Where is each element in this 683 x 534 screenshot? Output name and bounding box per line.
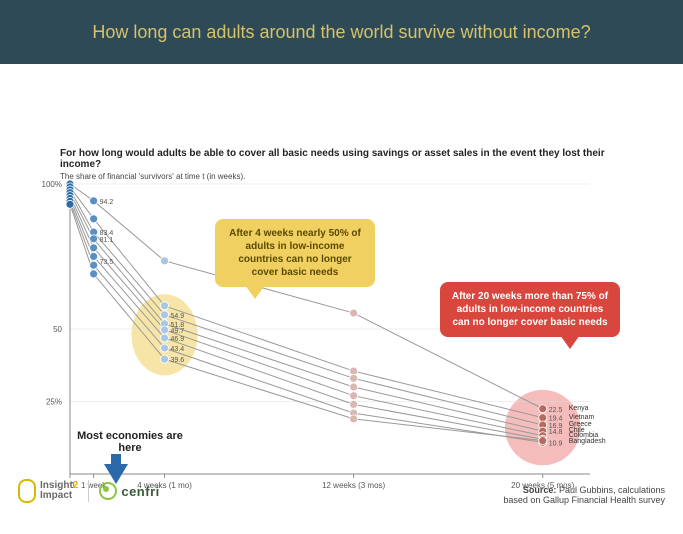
svg-text:43.4: 43.4 [171,346,185,353]
footer: Insight2 Impact cenfri Source: Paul Gubb… [0,471,683,511]
header-banner: How long can adults around the world sur… [0,0,683,64]
svg-text:19.4: 19.4 [549,416,563,423]
insight2impact-logo: Insight2 Impact [18,479,78,503]
svg-text:49.7: 49.7 [171,328,185,335]
svg-text:22.5: 22.5 [549,407,563,414]
cenfri-logo: cenfri [99,482,159,500]
svg-text:54.9: 54.9 [171,313,185,320]
source-credit: Source: Paul Gubbins, calculations based… [503,485,665,505]
svg-text:50: 50 [53,325,62,334]
svg-text:81.1: 81.1 [100,237,114,244]
svg-text:39.6: 39.6 [171,357,185,364]
cenfri-icon [99,482,117,500]
series-end-label: Vietnam [569,414,595,421]
svg-text:10.9: 10.9 [549,440,563,447]
series-end-label: Bangladesh [569,438,606,445]
svg-text:73.5: 73.5 [100,259,114,266]
callout-tail [245,285,265,299]
insight-icon [18,479,36,503]
logo-divider [88,480,89,502]
most-economies-label: Most economies are here [70,430,190,454]
footer-logos: Insight2 Impact cenfri [18,479,160,503]
page-title: How long can adults around the world sur… [92,22,590,43]
callout-tail [560,335,580,349]
svg-text:100%: 100% [42,180,62,189]
callout-4-weeks: After 4 weeks nearly 50% of adults in lo… [215,219,375,287]
series-end-label: Kenya [569,405,589,412]
svg-text:14.8: 14.8 [549,429,563,436]
callout-20-weeks: After 20 weeks more than 75% of adults i… [440,282,620,337]
svg-text:46.9: 46.9 [171,336,185,343]
svg-text:25%: 25% [46,398,62,407]
svg-text:94.2: 94.2 [100,199,114,206]
